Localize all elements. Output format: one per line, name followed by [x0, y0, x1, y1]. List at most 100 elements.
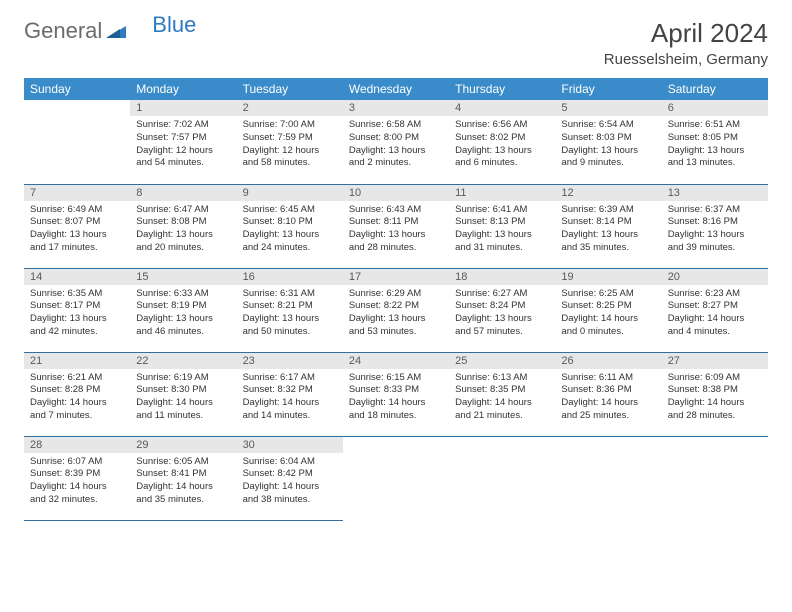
calendar-cell: 30Sunrise: 6:04 AMSunset: 8:42 PMDayligh… — [237, 436, 343, 520]
calendar-cell: 18Sunrise: 6:27 AMSunset: 8:24 PMDayligh… — [449, 268, 555, 352]
calendar-cell: 17Sunrise: 6:29 AMSunset: 8:22 PMDayligh… — [343, 268, 449, 352]
sunset-line: Sunset: 8:24 PM — [455, 300, 549, 313]
daylight-line: Daylight: 14 hours and 38 minutes. — [243, 481, 337, 507]
calendar-cell: 22Sunrise: 6:19 AMSunset: 8:30 PMDayligh… — [130, 352, 236, 436]
sunrise-line: Sunrise: 6:05 AM — [136, 456, 230, 469]
sunset-line: Sunset: 8:41 PM — [136, 468, 230, 481]
sunset-line: Sunset: 8:19 PM — [136, 300, 230, 313]
daylight-line: Daylight: 13 hours and 9 minutes. — [561, 145, 655, 171]
calendar-cell: 5Sunrise: 6:54 AMSunset: 8:03 PMDaylight… — [555, 100, 661, 184]
calendar-header-row: SundayMondayTuesdayWednesdayThursdayFrid… — [24, 78, 768, 100]
sunrise-line: Sunrise: 6:23 AM — [668, 288, 762, 301]
sunset-line: Sunset: 8:14 PM — [561, 216, 655, 229]
day-info: Sunrise: 6:41 AMSunset: 8:13 PMDaylight:… — [449, 201, 555, 259]
sunset-line: Sunset: 8:32 PM — [243, 384, 337, 397]
weekday-header: Tuesday — [237, 78, 343, 100]
calendar-cell: 25Sunrise: 6:13 AMSunset: 8:35 PMDayligh… — [449, 352, 555, 436]
day-info: Sunrise: 6:33 AMSunset: 8:19 PMDaylight:… — [130, 285, 236, 343]
calendar-cell: 19Sunrise: 6:25 AMSunset: 8:25 PMDayligh… — [555, 268, 661, 352]
sunset-line: Sunset: 8:08 PM — [136, 216, 230, 229]
brand-logo: General Blue — [24, 18, 196, 44]
daylight-line: Daylight: 12 hours and 54 minutes. — [136, 145, 230, 171]
daylight-line: Daylight: 13 hours and 6 minutes. — [455, 145, 549, 171]
daylight-line: Daylight: 13 hours and 24 minutes. — [243, 229, 337, 255]
sunrise-line: Sunrise: 6:49 AM — [30, 204, 124, 217]
sunrise-line: Sunrise: 6:35 AM — [30, 288, 124, 301]
day-number: 19 — [555, 269, 661, 285]
sunrise-line: Sunrise: 6:19 AM — [136, 372, 230, 385]
sunrise-line: Sunrise: 6:54 AM — [561, 119, 655, 132]
day-info: Sunrise: 6:35 AMSunset: 8:17 PMDaylight:… — [24, 285, 130, 343]
sunrise-line: Sunrise: 6:51 AM — [668, 119, 762, 132]
calendar-cell: 6Sunrise: 6:51 AMSunset: 8:05 PMDaylight… — [662, 100, 768, 184]
daylight-line: Daylight: 14 hours and 4 minutes. — [668, 313, 762, 339]
day-info: Sunrise: 6:51 AMSunset: 8:05 PMDaylight:… — [662, 116, 768, 174]
sunset-line: Sunset: 8:11 PM — [349, 216, 443, 229]
day-number: 18 — [449, 269, 555, 285]
sunrise-line: Sunrise: 6:11 AM — [561, 372, 655, 385]
daylight-line: Daylight: 12 hours and 58 minutes. — [243, 145, 337, 171]
sunset-line: Sunset: 8:13 PM — [455, 216, 549, 229]
day-number: 10 — [343, 185, 449, 201]
calendar-cell: 4Sunrise: 6:56 AMSunset: 8:02 PMDaylight… — [449, 100, 555, 184]
day-info: Sunrise: 6:37 AMSunset: 8:16 PMDaylight:… — [662, 201, 768, 259]
day-info: Sunrise: 6:19 AMSunset: 8:30 PMDaylight:… — [130, 369, 236, 427]
calendar-body: .1Sunrise: 7:02 AMSunset: 7:57 PMDayligh… — [24, 100, 768, 520]
day-number: 25 — [449, 353, 555, 369]
calendar-cell: . — [449, 436, 555, 520]
sunrise-line: Sunrise: 6:33 AM — [136, 288, 230, 301]
calendar-week-row: 28Sunrise: 6:07 AMSunset: 8:39 PMDayligh… — [24, 436, 768, 520]
day-info: Sunrise: 6:39 AMSunset: 8:14 PMDaylight:… — [555, 201, 661, 259]
day-info: Sunrise: 6:15 AMSunset: 8:33 PMDaylight:… — [343, 369, 449, 427]
sunrise-line: Sunrise: 6:25 AM — [561, 288, 655, 301]
sunrise-line: Sunrise: 6:37 AM — [668, 204, 762, 217]
day-number: 24 — [343, 353, 449, 369]
weekday-header: Monday — [130, 78, 236, 100]
day-number: 23 — [237, 353, 343, 369]
sunrise-line: Sunrise: 6:41 AM — [455, 204, 549, 217]
sunrise-line: Sunrise: 6:45 AM — [243, 204, 337, 217]
brand-triangle-icon — [106, 18, 126, 44]
location-text: Ruesselsheim, Germany — [604, 51, 768, 68]
day-number: 6 — [662, 100, 768, 116]
daylight-line: Daylight: 13 hours and 35 minutes. — [561, 229, 655, 255]
sunset-line: Sunset: 8:36 PM — [561, 384, 655, 397]
daylight-line: Daylight: 14 hours and 18 minutes. — [349, 397, 443, 423]
day-info: Sunrise: 6:07 AMSunset: 8:39 PMDaylight:… — [24, 453, 130, 511]
daylight-line: Daylight: 14 hours and 11 minutes. — [136, 397, 230, 423]
calendar-table: SundayMondayTuesdayWednesdayThursdayFrid… — [24, 78, 768, 521]
sunset-line: Sunset: 8:10 PM — [243, 216, 337, 229]
sunset-line: Sunset: 8:03 PM — [561, 132, 655, 145]
sunrise-line: Sunrise: 7:02 AM — [136, 119, 230, 132]
daylight-line: Daylight: 13 hours and 31 minutes. — [455, 229, 549, 255]
calendar-week-row: 7Sunrise: 6:49 AMSunset: 8:07 PMDaylight… — [24, 184, 768, 268]
day-number: 1 — [130, 100, 236, 116]
daylight-line: Daylight: 14 hours and 7 minutes. — [30, 397, 124, 423]
calendar-cell: 3Sunrise: 6:58 AMSunset: 8:00 PMDaylight… — [343, 100, 449, 184]
calendar-cell: 23Sunrise: 6:17 AMSunset: 8:32 PMDayligh… — [237, 352, 343, 436]
calendar-cell: 9Sunrise: 6:45 AMSunset: 8:10 PMDaylight… — [237, 184, 343, 268]
sunset-line: Sunset: 8:39 PM — [30, 468, 124, 481]
calendar-cell: . — [24, 100, 130, 184]
day-info: Sunrise: 6:45 AMSunset: 8:10 PMDaylight:… — [237, 201, 343, 259]
calendar-week-row: 14Sunrise: 6:35 AMSunset: 8:17 PMDayligh… — [24, 268, 768, 352]
sunset-line: Sunset: 7:59 PM — [243, 132, 337, 145]
calendar-cell: . — [662, 436, 768, 520]
sunset-line: Sunset: 8:25 PM — [561, 300, 655, 313]
day-number: 16 — [237, 269, 343, 285]
sunset-line: Sunset: 8:28 PM — [30, 384, 124, 397]
calendar-cell: 13Sunrise: 6:37 AMSunset: 8:16 PMDayligh… — [662, 184, 768, 268]
sunset-line: Sunset: 8:17 PM — [30, 300, 124, 313]
daylight-line: Daylight: 13 hours and 28 minutes. — [349, 229, 443, 255]
sunset-line: Sunset: 8:27 PM — [668, 300, 762, 313]
day-info: Sunrise: 6:25 AMSunset: 8:25 PMDaylight:… — [555, 285, 661, 343]
page-title: April 2024 — [604, 18, 768, 49]
sunrise-line: Sunrise: 6:47 AM — [136, 204, 230, 217]
sunset-line: Sunset: 8:00 PM — [349, 132, 443, 145]
calendar-cell: 14Sunrise: 6:35 AMSunset: 8:17 PMDayligh… — [24, 268, 130, 352]
day-number: 17 — [343, 269, 449, 285]
calendar-cell: 1Sunrise: 7:02 AMSunset: 7:57 PMDaylight… — [130, 100, 236, 184]
daylight-line: Daylight: 13 hours and 2 minutes. — [349, 145, 443, 171]
calendar-cell: 12Sunrise: 6:39 AMSunset: 8:14 PMDayligh… — [555, 184, 661, 268]
calendar-cell: 29Sunrise: 6:05 AMSunset: 8:41 PMDayligh… — [130, 436, 236, 520]
